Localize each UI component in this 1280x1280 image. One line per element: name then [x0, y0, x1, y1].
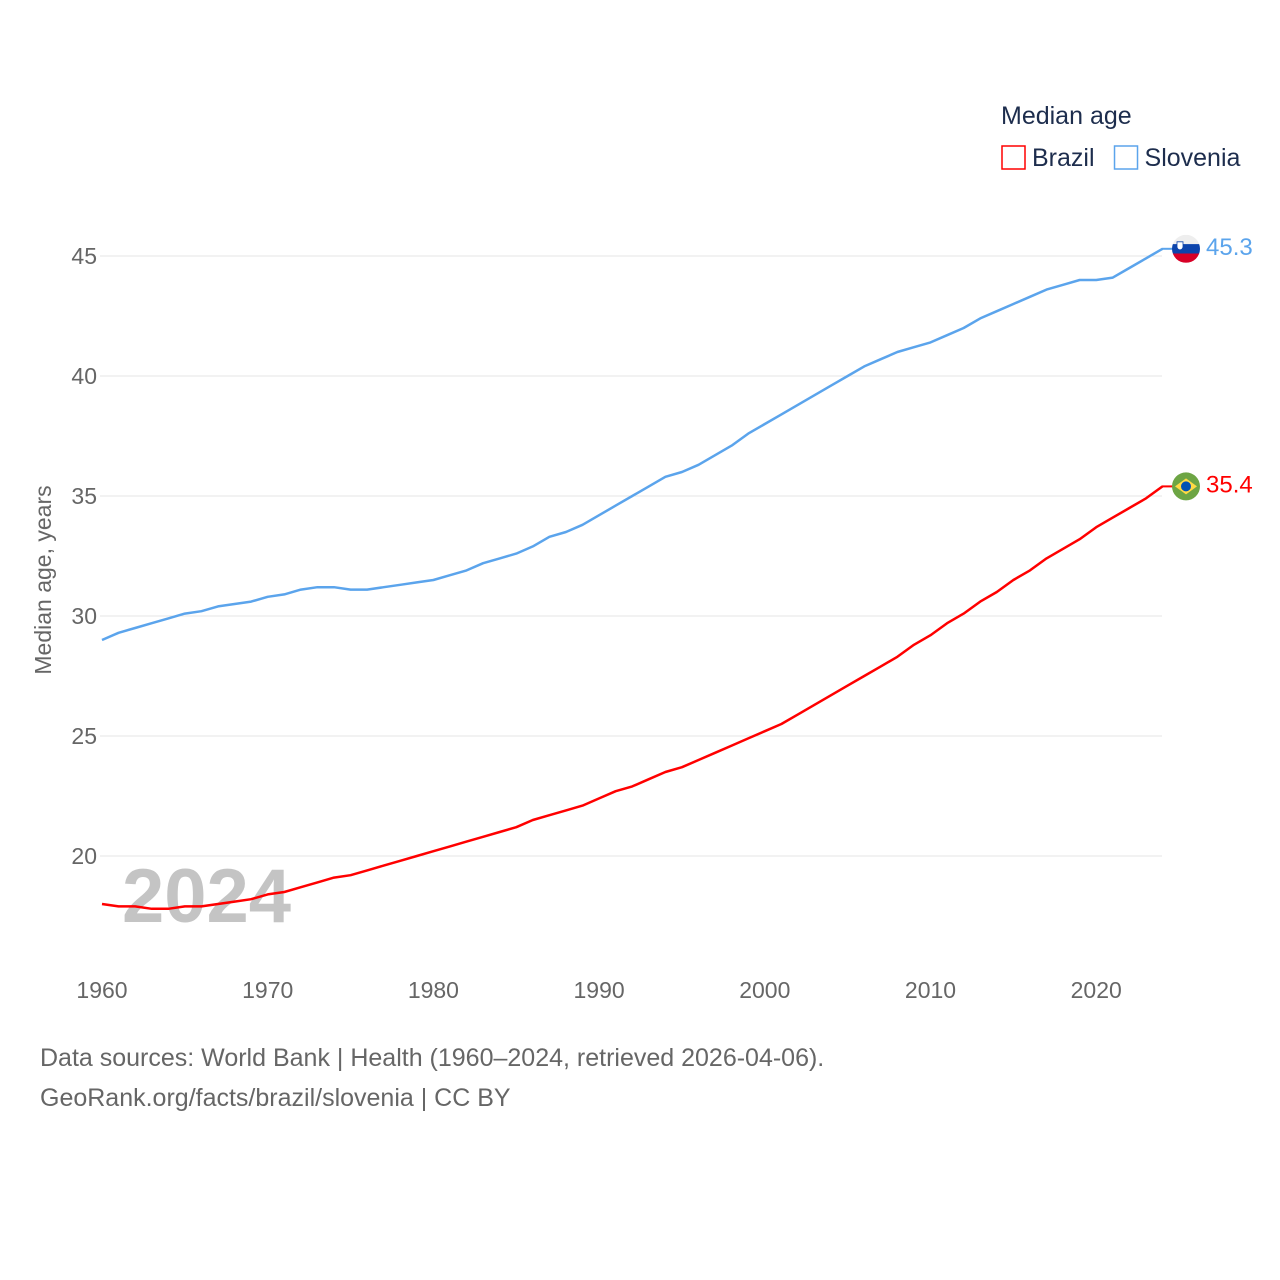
y-tick-label: 40 [71, 363, 97, 389]
x-tick-label: 1980 [408, 977, 459, 1003]
y-tick-label: 25 [71, 723, 97, 749]
series-line-brazil [101, 485, 1164, 911]
watermark-year: 2024 [122, 854, 291, 939]
x-tick-label: 2010 [905, 977, 956, 1003]
brazil-flag-icon [1172, 472, 1200, 501]
y-tick-label: 20 [71, 843, 97, 869]
end-value-label: 35.4 [1206, 471, 1253, 498]
slovenia-flag-icon [1172, 234, 1200, 263]
x-tick-label: 2020 [1071, 977, 1122, 1003]
legend-label-brazil: Brazil [1032, 144, 1095, 172]
y-axis-label: Median age, years [30, 485, 56, 674]
x-tick-label: 1990 [574, 977, 625, 1003]
legend-swatch-brazil [1001, 145, 1026, 170]
y-tick-label: 35 [71, 483, 97, 509]
end-value-label: 45.3 [1206, 234, 1253, 261]
x-tick-label: 2000 [739, 977, 790, 1003]
y-tick-label: 30 [71, 603, 97, 629]
x-tick-label: 1970 [242, 977, 293, 1003]
series-line-slovenia [101, 247, 1164, 642]
legend-title: Median age [1001, 102, 1132, 130]
y-tick-label: 45 [71, 243, 97, 269]
legend-swatch-slovenia [1113, 145, 1139, 170]
x-tick-label: 1960 [76, 977, 127, 1003]
legend-label-slovenia: Slovenia [1145, 144, 1241, 172]
footer-sources: Data sources: World Bank | Health (1960–… [40, 1044, 825, 1072]
footer-link[interactable]: GeoRank.org/facts/brazil/slovenia | CC B… [40, 1084, 511, 1112]
